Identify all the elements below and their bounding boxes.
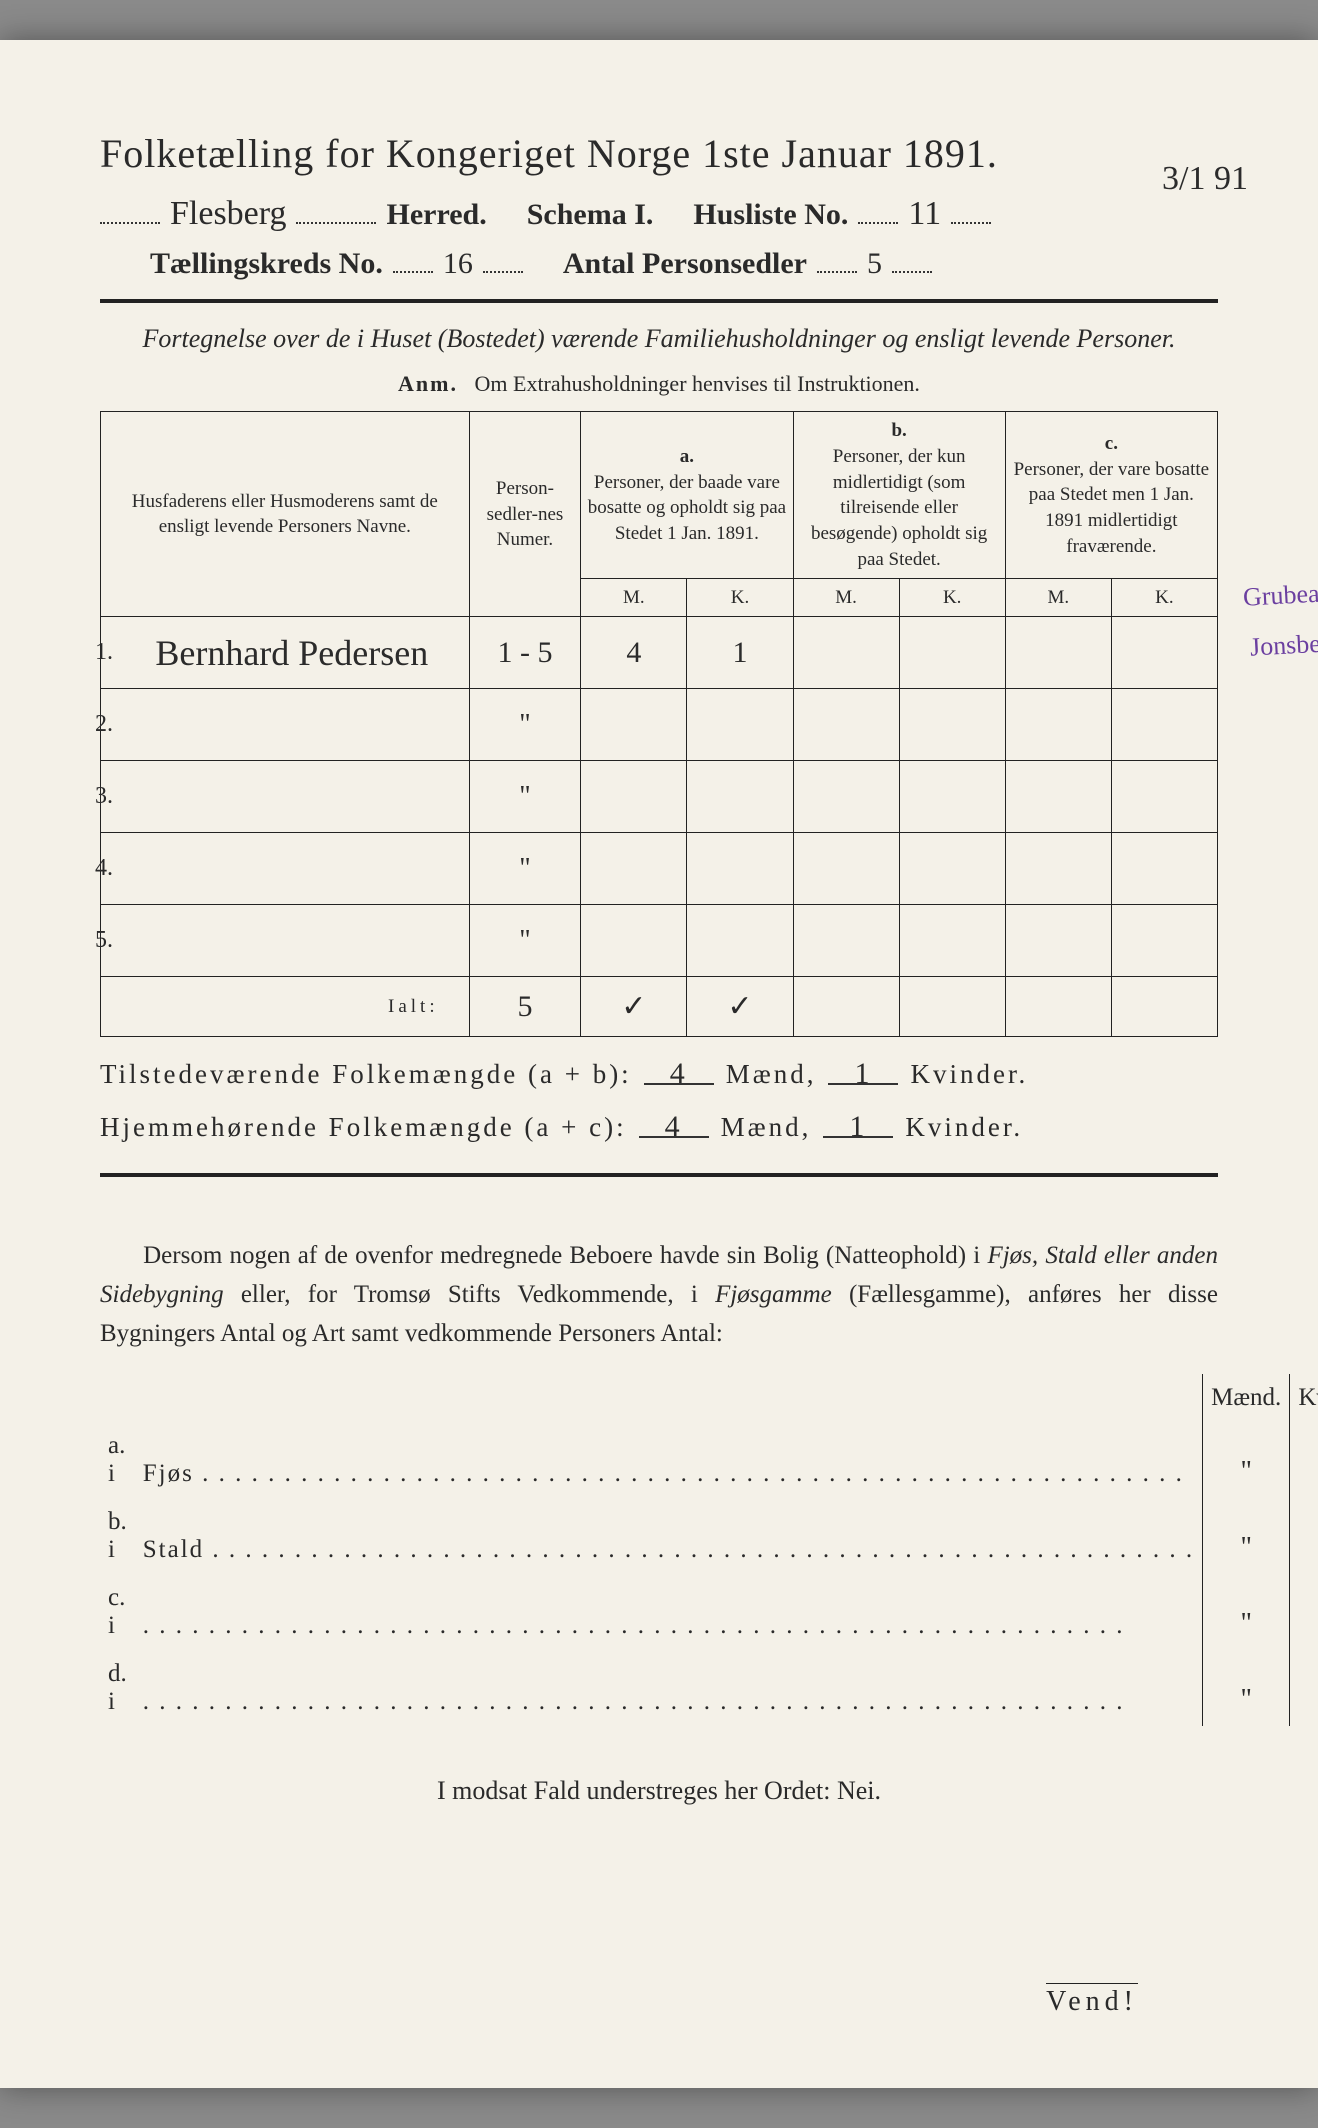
lower-row: c. i . . . . . . . . . . . . . . . . . .…	[100, 1574, 1318, 1650]
ialt-label: Ialt:	[101, 977, 470, 1037]
summary-2: Hjemmehørende Folkemængde (a + c): 4 Mæn…	[100, 1110, 1218, 1143]
page-title: Folketælling for Kongeriget Norge 1ste J…	[100, 130, 1218, 177]
sum2-label: Hjemmehørende Folkemængde (a + c):	[100, 1112, 627, 1143]
vend: Vend!	[1046, 1983, 1138, 2018]
kvinder-2: Kvinder.	[905, 1112, 1023, 1143]
table-row: 1.Bernhard Pedersen1 - 541	[101, 617, 1218, 689]
margin-note-1: Grubearb.	[1243, 577, 1318, 612]
grp-a-txt: Personer, der baade vare bosatte og opho…	[585, 470, 788, 547]
table-row: 2."	[101, 689, 1218, 761]
col-name-text: Husfaderens eller Husmoderens samt de en…	[132, 491, 438, 538]
subtitle: Fortegnelse over de i Huset (Bostedet) v…	[100, 321, 1218, 357]
ialt-num: 5	[517, 990, 532, 1023]
anm-line: Anm. Om Extrahusholdninger henvises til …	[100, 371, 1218, 397]
main-table: Husfaderens eller Husmoderens samt de en…	[100, 411, 1218, 1037]
lower-head-k: Kvinder.	[1290, 1374, 1318, 1422]
rule-1	[100, 299, 1218, 303]
herred-label: Herred.	[386, 198, 486, 232]
anm-text: Om Extrahusholdninger henvises til Instr…	[475, 371, 920, 396]
c-k: K.	[1111, 578, 1217, 617]
maend-1: Mænd,	[726, 1059, 817, 1090]
lower-row: a. iFjøs . . . . . . . . . . . . . . . .…	[100, 1422, 1318, 1498]
sum2-m: 4	[665, 1110, 683, 1143]
kreds-label: Tællingskreds No.	[150, 247, 383, 281]
b-m: M.	[793, 578, 899, 617]
grp-a-lbl: a.	[585, 444, 788, 470]
grp-c: c. Personer, der vare bosatte paa Stedet…	[1005, 412, 1217, 578]
col-num-header: Person-sedler-nes Numer.	[469, 412, 581, 617]
sum1-label: Tilstedeværende Folkemængde (a + b):	[100, 1059, 632, 1090]
nei-line: I modsat Fald understreges her Ordet: Ne…	[100, 1776, 1218, 1806]
maend-2: Mænd,	[721, 1112, 812, 1143]
rule-2	[100, 1173, 1218, 1177]
antal-value: 5	[867, 247, 882, 281]
header-line-3: Tællingskreds No. 16 Antal Personsedler …	[100, 247, 1218, 281]
corner-date: 3/1 91	[1162, 160, 1248, 198]
col-name-header: Husfaderens eller Husmoderens samt de en…	[101, 412, 470, 617]
b-k: K.	[899, 578, 1005, 617]
husliste-value: 11	[908, 195, 941, 233]
sum2-k: 1	[849, 1110, 867, 1143]
grp-c-txt: Personer, der vare bosatte paa Stedet me…	[1010, 457, 1213, 560]
herred-value: Flesberg	[170, 195, 286, 233]
table-row: 3."	[101, 761, 1218, 833]
grp-b-lbl: b.	[798, 418, 1001, 444]
lower-head-m: Mænd.	[1203, 1374, 1290, 1422]
schema-label: Schema I.	[527, 198, 654, 232]
ialt-row: Ialt: 5 ✓ ✓	[101, 977, 1218, 1037]
husliste-label: Husliste No.	[693, 198, 848, 232]
summary-1: Tilstedeværende Folkemængde (a + b): 4 M…	[100, 1057, 1218, 1090]
lower-row: b. iStald . . . . . . . . . . . . . . . …	[100, 1498, 1318, 1574]
sum1-k: 1	[854, 1057, 872, 1090]
margin-note-2: Jonsberg.	[1249, 627, 1318, 662]
header-line-2: Flesberg Herred. Schema I. Husliste No. …	[100, 195, 1218, 233]
table-row: 5."	[101, 905, 1218, 977]
table-row: 4."	[101, 833, 1218, 905]
ialt-ak: ✓	[727, 990, 752, 1023]
lower-table: Mænd. Kvinder. a. iFjøs . . . . . . . . …	[100, 1374, 1318, 1726]
ialt-am: ✓	[621, 990, 646, 1023]
c-m: M.	[1005, 578, 1111, 617]
lower-row: d. i . . . . . . . . . . . . . . . . . .…	[100, 1650, 1318, 1726]
grp-b: b. Personer, der kun midlertidigt (som t…	[793, 412, 1005, 578]
grp-c-lbl: c.	[1010, 431, 1213, 457]
kvinder-1: Kvinder.	[910, 1059, 1028, 1090]
anm-label: Anm.	[398, 371, 458, 396]
kreds-value: 16	[443, 247, 473, 281]
antal-label: Antal Personsedler	[563, 247, 807, 281]
a-m: M.	[581, 578, 687, 617]
grp-b-txt: Personer, der kun midlertidigt (som tilr…	[798, 444, 1001, 572]
census-form-page: 3/1 91 Folketælling for Kongeriget Norge…	[0, 40, 1318, 2088]
sum1-m: 4	[670, 1057, 688, 1090]
grp-a: a. Personer, der baade vare bosatte og o…	[581, 412, 793, 578]
a-k: K.	[687, 578, 793, 617]
paragraph: Dersom nogen af de ovenfor medregnede Be…	[100, 1237, 1218, 1353]
